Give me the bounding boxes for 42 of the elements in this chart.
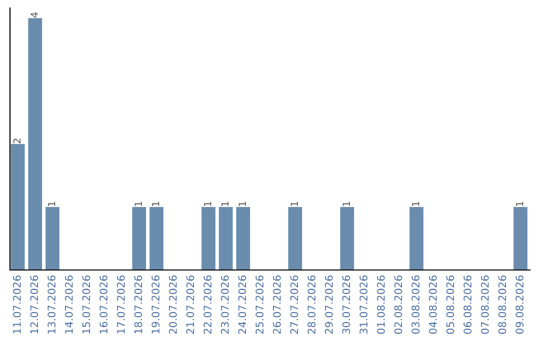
x-tick-label: 20.07.2026	[168, 276, 177, 334]
x-tick-label: 29.07.2026	[324, 276, 333, 334]
x-tick-label: 07.08.2026	[480, 276, 489, 334]
x-tick-label: 04.08.2026	[428, 276, 437, 334]
x-tick-label: 09.08.2026	[516, 276, 524, 334]
data-label: 1	[238, 202, 246, 206]
x-tick-label: 30.07.2026	[342, 276, 350, 334]
x-tick-label: 12.07.2026	[30, 276, 38, 334]
data-label: 1	[134, 202, 142, 206]
x-tick-label: 05.08.2026	[446, 276, 454, 334]
x-tick-label: 31.07.2026	[360, 276, 368, 334]
x-tick-label: 19.07.2026	[152, 276, 160, 334]
data-label: 1	[412, 202, 420, 206]
x-tick-label: 02.08.2026	[394, 276, 402, 334]
x-tick-label: 15.07.2026	[82, 276, 90, 334]
data-label: 1	[290, 202, 298, 206]
data-label: 1	[48, 202, 56, 206]
x-tick-label: 18.07.2026	[134, 276, 142, 334]
data-label: 1	[516, 202, 524, 206]
x-tick-label: 01.08.2026	[376, 276, 385, 334]
x-tick-label: 24.07.2026	[238, 276, 246, 334]
data-label: 1	[342, 202, 350, 206]
x-tick-label: 27.07.2026	[290, 276, 298, 334]
data-label: 1	[204, 202, 212, 206]
x-tick-label: 22.07.2026	[204, 276, 212, 334]
x-tick-label: 28.07.2026	[308, 276, 316, 334]
x-tick-label: 13.07.2026	[48, 276, 56, 334]
x-tick-label: 03.08.2026	[412, 276, 420, 334]
data-label: 4	[30, 12, 38, 18]
x-tick-label: 25.07.2026	[256, 276, 264, 334]
data-label: 2	[13, 138, 20, 144]
x-tick-label: 14.07.2026	[64, 276, 73, 334]
x-tick-label: 26.07.2026	[272, 276, 281, 334]
data-label: 1	[152, 202, 160, 206]
x-tick-label: 08.08.2026	[498, 276, 506, 334]
x-tick-label: 17.07.2026	[116, 276, 125, 334]
data-label: 1	[221, 202, 228, 206]
x-tick-label: 21.07.2026	[186, 276, 194, 334]
x-tick-label: 23.07.2026	[220, 276, 229, 334]
x-tick-label: 06.08.2026	[464, 276, 472, 334]
x-tick-label: 16.07.2026	[100, 276, 108, 334]
x-tick-label: 11.07.2026	[12, 276, 21, 334]
